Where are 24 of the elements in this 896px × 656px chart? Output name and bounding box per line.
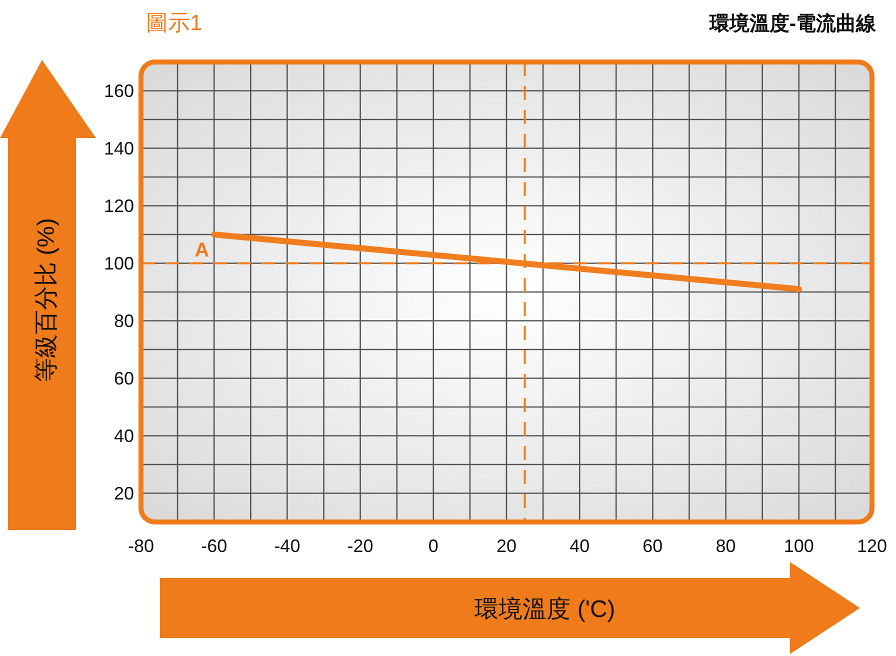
y-tick-label: 120 [104,196,134,216]
y-tick-label: 40 [114,426,134,446]
x-tick-label: 20 [496,536,517,556]
annotation: A [194,240,210,262]
x-tick-label: 80 [716,536,736,556]
x-axis-title: 環境溫度 ('C) [474,596,616,623]
y-tick-label: 100 [104,253,134,274]
x-tick-label: -80 [128,536,154,556]
x-tick-label: 40 [570,536,590,556]
y-tick-label: 80 [114,310,134,331]
chart-title: 環境溫度-電流曲線 [708,12,877,35]
y-tick-label: 140 [104,138,134,158]
x-tick-label: 0 [428,536,438,556]
x-tick-label: -20 [347,536,374,556]
x-tick-label: 100 [784,536,814,556]
y-axis-title: 等級百分比 (%) [33,218,60,382]
x-tick-label: 120 [856,536,888,556]
x-tick-label: -40 [274,536,300,556]
chart-subtitle: 圖示1 [146,10,202,35]
x-tick-label: -60 [201,536,228,556]
y-tick-label: 60 [114,368,134,388]
y-tick-label: 160 [104,80,134,101]
x-tick-label: 60 [642,536,663,556]
y-tick-label: 20 [114,483,134,504]
